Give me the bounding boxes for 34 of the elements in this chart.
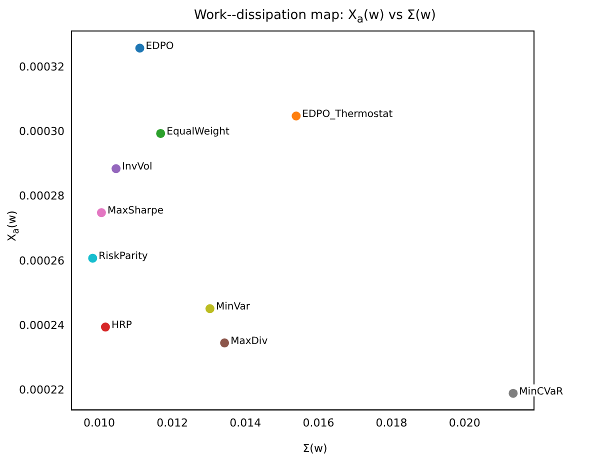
point [112, 164, 121, 174]
point [135, 44, 144, 53]
x-tick-label: 0.020 [448, 416, 480, 430]
x-tick-label: 0.014 [230, 416, 262, 430]
y-tick-label: 0.00026 [18, 254, 64, 268]
series-label: InvVol [122, 162, 152, 173]
y-tick-label: 0.00022 [18, 384, 64, 397]
y-tick-label: 0.00030 [18, 125, 64, 138]
series-label: EqualWeight [166, 126, 230, 138]
y-tick-label: 0.00032 [18, 60, 64, 74]
series-label: MinVar [216, 302, 251, 313]
x-tick-label: 0.018 [376, 416, 408, 430]
point [96, 208, 106, 218]
series-label: MaxSharpe [107, 206, 164, 217]
series-label: HRP [111, 320, 132, 332]
series-label: MinCVaR [519, 386, 564, 398]
point [156, 128, 166, 138]
x-tick-label: 0.010 [84, 416, 116, 430]
series-label: EDPO_Thermostat [302, 109, 393, 120]
series-label: RiskParity [98, 251, 148, 262]
point [220, 338, 230, 348]
x-tick-label: 0.016 [302, 416, 334, 430]
x-tick-label: 0.012 [156, 416, 188, 430]
point [88, 254, 98, 263]
series-label: EDPO [146, 41, 174, 52]
point [205, 304, 214, 314]
chart-title: Work--dissipation map: X$_{a}$(w) vs Σ(w) [192, 8, 437, 26]
x-axis-title: Σ(w) [302, 442, 328, 455]
y-tick-label: 0.00024 [18, 318, 64, 332]
point [100, 322, 110, 332]
series-label: MaxDiv [230, 336, 268, 347]
y-tick-label: 0.00028 [18, 190, 64, 203]
point [292, 112, 301, 121]
point [508, 388, 518, 398]
